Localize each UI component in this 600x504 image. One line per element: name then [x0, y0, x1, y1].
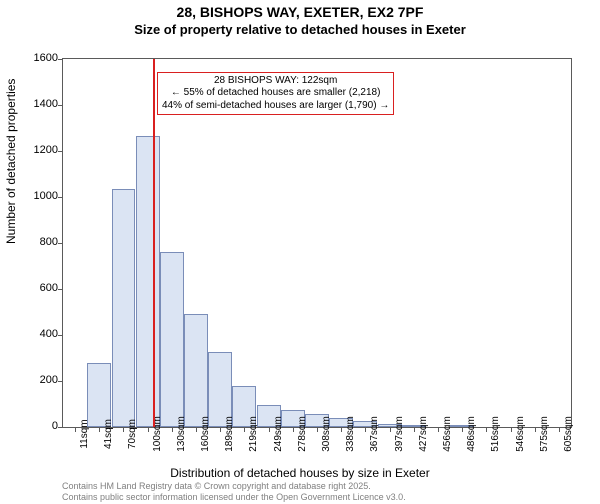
xtick-mark: [486, 427, 487, 432]
xtick-mark: [535, 427, 536, 432]
ytick-mark: [58, 151, 63, 152]
histogram-bar: [184, 314, 208, 427]
xtick-mark: [99, 427, 100, 432]
title-main: 28, BISHOPS WAY, EXETER, EX2 7PF: [0, 4, 600, 20]
xtick-mark: [172, 427, 173, 432]
xtick-label: 546sqm: [515, 416, 526, 452]
xtick-mark: [196, 427, 197, 432]
ytick-mark: [58, 105, 63, 106]
ytick-label: 0: [8, 420, 58, 432]
xtick-label: 575sqm: [539, 416, 550, 452]
xtick-mark: [269, 427, 270, 432]
xtick-mark: [390, 427, 391, 432]
property-marker-line: [153, 59, 155, 427]
annotation-line: 44% of semi-detached houses are larger (…: [162, 100, 389, 113]
xtick-mark: [462, 427, 463, 432]
footer-line-1: Contains HM Land Registry data © Crown c…: [62, 481, 406, 491]
xtick-mark: [511, 427, 512, 432]
ytick-mark: [58, 427, 63, 428]
footer-line-2: Contains public sector information licen…: [62, 492, 406, 502]
ytick-mark: [58, 381, 63, 382]
xtick-label: 427sqm: [418, 416, 429, 452]
xtick-label: 516sqm: [490, 416, 501, 452]
ytick-label: 600: [8, 282, 58, 294]
ytick-label: 800: [8, 236, 58, 248]
histogram-bar: [160, 252, 184, 427]
xtick-mark: [438, 427, 439, 432]
histogram-bar: [136, 136, 160, 427]
xtick-mark: [148, 427, 149, 432]
ytick-label: 200: [8, 374, 58, 386]
annotation-line: 28 BISHOPS WAY: 122sqm: [162, 75, 389, 88]
plot-area: 11sqm41sqm70sqm100sqm130sqm160sqm189sqm2…: [62, 58, 572, 428]
xtick-mark: [123, 427, 124, 432]
x-axis-label: Distribution of detached houses by size …: [0, 466, 600, 480]
histogram-bar: [87, 363, 111, 427]
xtick-mark: [293, 427, 294, 432]
ytick-mark: [58, 243, 63, 244]
ytick-label: 1400: [8, 98, 58, 110]
xtick-label: 367sqm: [369, 416, 380, 452]
xtick-label: 605sqm: [563, 416, 574, 452]
ytick-mark: [58, 335, 63, 336]
histogram-bar: [112, 189, 136, 427]
xtick-label: 486sqm: [466, 416, 477, 452]
xtick-label: 397sqm: [394, 416, 405, 452]
xtick-mark: [365, 427, 366, 432]
xtick-mark: [341, 427, 342, 432]
xtick-mark: [244, 427, 245, 432]
annotation-line: ← 55% of detached houses are smaller (2,…: [162, 87, 389, 100]
ytick-label: 1600: [8, 52, 58, 64]
chart-titles: 28, BISHOPS WAY, EXETER, EX2 7PF Size of…: [0, 4, 600, 37]
ytick-mark: [58, 289, 63, 290]
xtick-mark: [220, 427, 221, 432]
ytick-mark: [58, 59, 63, 60]
xtick-mark: [559, 427, 560, 432]
xtick-mark: [414, 427, 415, 432]
ytick-mark: [58, 197, 63, 198]
xtick-mark: [317, 427, 318, 432]
xtick-mark: [75, 427, 76, 432]
title-sub: Size of property relative to detached ho…: [0, 22, 600, 37]
ytick-label: 1200: [8, 144, 58, 156]
ytick-label: 1000: [8, 190, 58, 202]
footer-attribution: Contains HM Land Registry data © Crown c…: [62, 481, 406, 502]
ytick-label: 400: [8, 328, 58, 340]
xtick-label: 456sqm: [442, 416, 453, 452]
annotation-box: 28 BISHOPS WAY: 122sqm← 55% of detached …: [157, 72, 394, 116]
